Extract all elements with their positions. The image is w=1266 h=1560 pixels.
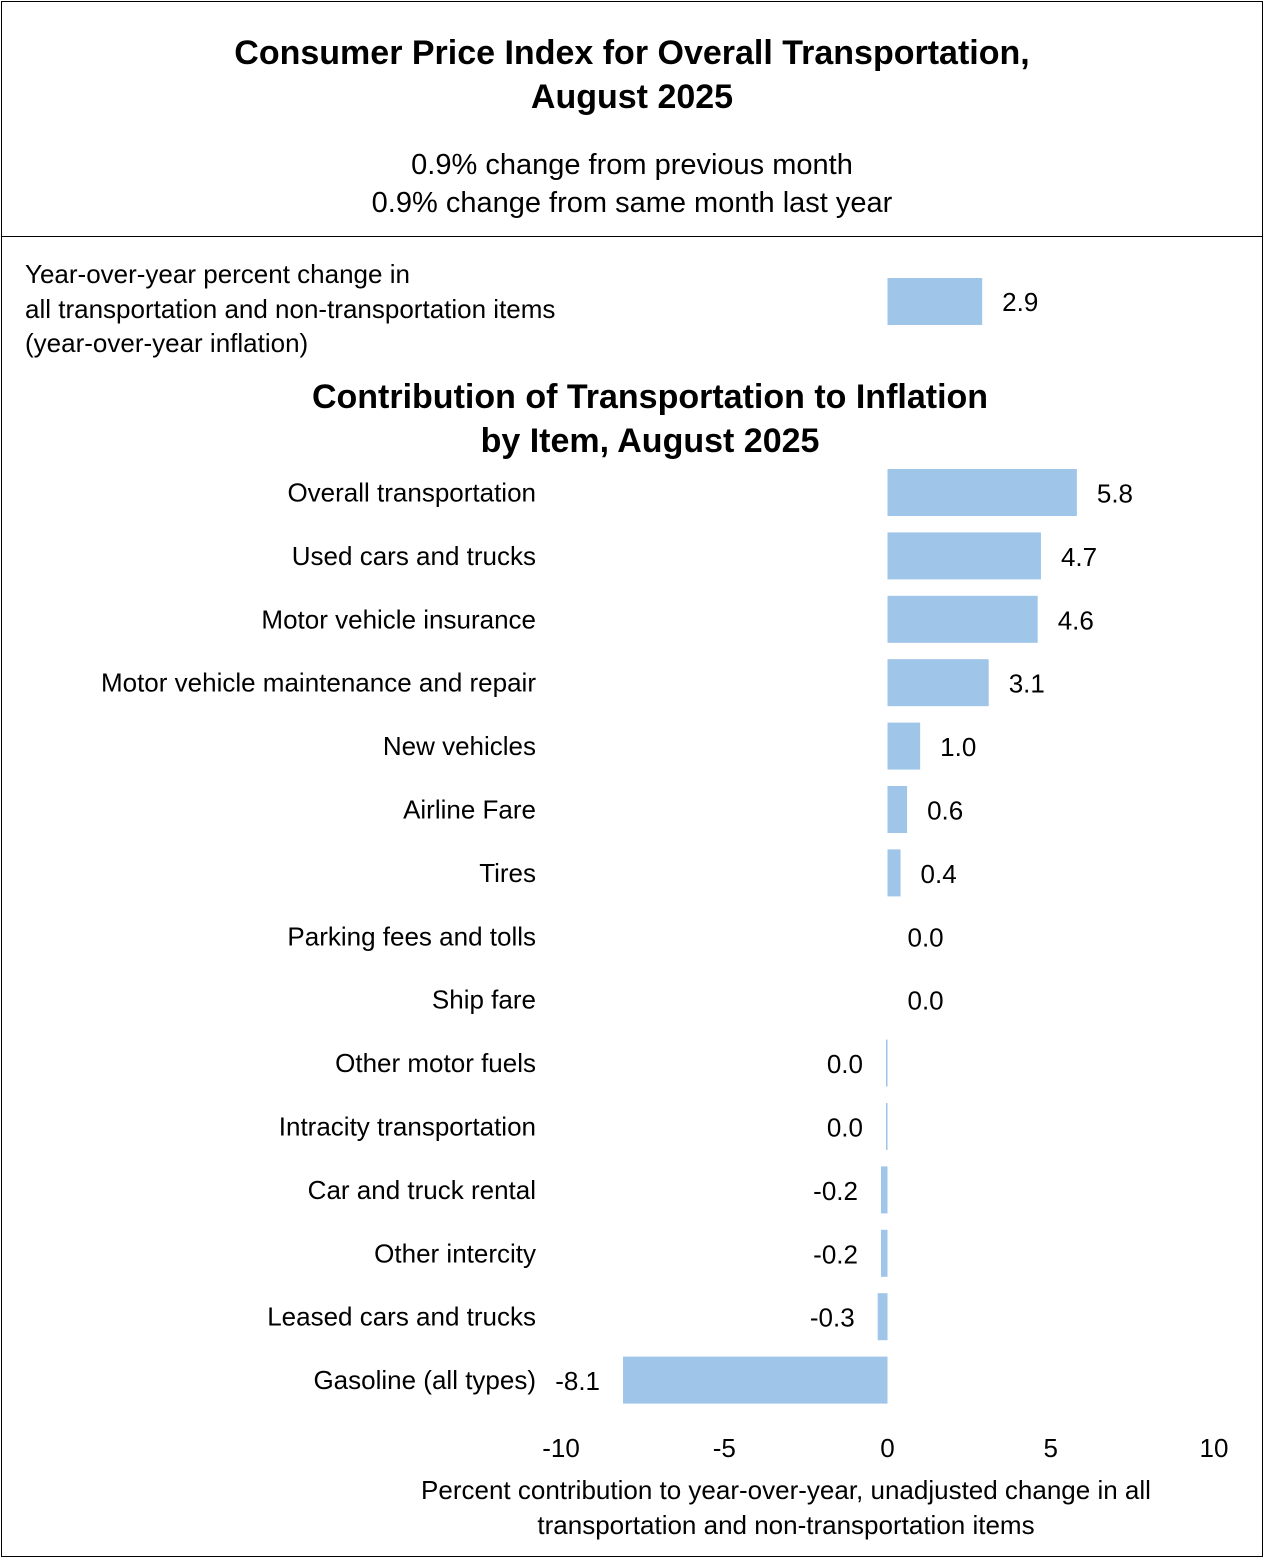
yearly-change-text: 0.9% change from same month last year bbox=[371, 187, 893, 219]
value-label: 3.1 bbox=[1009, 669, 1045, 699]
value-label: 4.7 bbox=[1061, 542, 1097, 572]
page-title-line1: Consumer Price Index for Overall Transpo… bbox=[234, 34, 1030, 72]
value-label: -0.3 bbox=[810, 1303, 855, 1333]
yoy-inflation-bar bbox=[887, 278, 983, 325]
category-label: Motor vehicle maintenance and repair bbox=[101, 668, 536, 698]
x-tick-label: 10 bbox=[1200, 1433, 1229, 1463]
monthly-change-text: 0.9% change from previous month bbox=[411, 149, 853, 181]
category-label: Motor vehicle insurance bbox=[261, 604, 536, 634]
x-tick-label: -10 bbox=[542, 1433, 580, 1463]
category-label: Car and truck rental bbox=[308, 1175, 536, 1205]
value-label: 5.8 bbox=[1097, 479, 1133, 509]
bar bbox=[887, 786, 908, 833]
value-label: 0.4 bbox=[921, 859, 957, 889]
bar bbox=[887, 595, 1038, 643]
bar bbox=[887, 722, 921, 770]
value-label: 0.0 bbox=[827, 1049, 863, 1079]
value-label: 0.6 bbox=[927, 796, 963, 826]
value-label: 0.0 bbox=[908, 922, 944, 952]
category-label: Other intercity bbox=[374, 1238, 536, 1268]
category-label: Leased cars and trucks bbox=[267, 1302, 536, 1332]
category-label: Tires bbox=[479, 858, 536, 888]
x-axis-label-line2: transportation and non-transportation it… bbox=[537, 1510, 1034, 1540]
category-label: Overall transportation bbox=[287, 478, 536, 508]
yoy-label-line: Year-over-year percent change in bbox=[25, 259, 410, 289]
bar bbox=[877, 1293, 888, 1341]
value-label: 1.0 bbox=[940, 732, 976, 762]
bar bbox=[887, 532, 1041, 580]
yoy-inflation-value-label: 2.9 bbox=[1002, 287, 1038, 317]
bar bbox=[886, 1039, 888, 1087]
page-title-line2: August 2025 bbox=[530, 78, 734, 116]
category-label: Gasoline (all types) bbox=[313, 1365, 536, 1395]
chart-title-line1: Contribution of Transportation to Inflat… bbox=[311, 378, 989, 416]
yoy-inflation-label: Year-over-year percent change in all tra… bbox=[25, 257, 555, 361]
value-label: -0.2 bbox=[813, 1239, 858, 1269]
value-label: -0.2 bbox=[813, 1176, 858, 1206]
category-label: Parking fees and tolls bbox=[287, 921, 536, 951]
x-tick-label: 5 bbox=[1044, 1433, 1058, 1463]
bar bbox=[887, 469, 1077, 516]
x-tick-label: 0 bbox=[880, 1433, 894, 1463]
category-label: New vehicles bbox=[383, 731, 536, 761]
value-label: 4.6 bbox=[1058, 605, 1094, 635]
bar bbox=[623, 1356, 888, 1404]
yoy-label-line: all transportation and non-transportatio… bbox=[25, 293, 556, 324]
bar bbox=[887, 659, 989, 707]
category-label: Airline Fare bbox=[403, 795, 536, 825]
category-label: Ship fare bbox=[432, 985, 536, 1015]
bar bbox=[887, 849, 901, 897]
x-axis-label-line1: Percent contribution to year-over-year, … bbox=[421, 1475, 1151, 1505]
x-tick-label: -5 bbox=[713, 1433, 736, 1463]
header: Consumer Price Index for Overall Transpo… bbox=[2, 2, 1262, 237]
category-label: Intracity transportation bbox=[279, 1112, 536, 1142]
value-label: 0.0 bbox=[827, 1113, 863, 1143]
yoy-label-line: (year-over-year inflation) bbox=[25, 328, 309, 358]
bar bbox=[880, 1166, 888, 1214]
bar bbox=[880, 1229, 888, 1277]
chart-title-line2: by Item, August 2025 bbox=[480, 422, 820, 460]
category-label: Used cars and trucks bbox=[292, 541, 536, 571]
bar bbox=[886, 1103, 888, 1150]
value-label: 0.0 bbox=[908, 986, 944, 1016]
value-label: -8.1 bbox=[555, 1366, 600, 1396]
category-label: Other motor fuels bbox=[335, 1048, 536, 1078]
